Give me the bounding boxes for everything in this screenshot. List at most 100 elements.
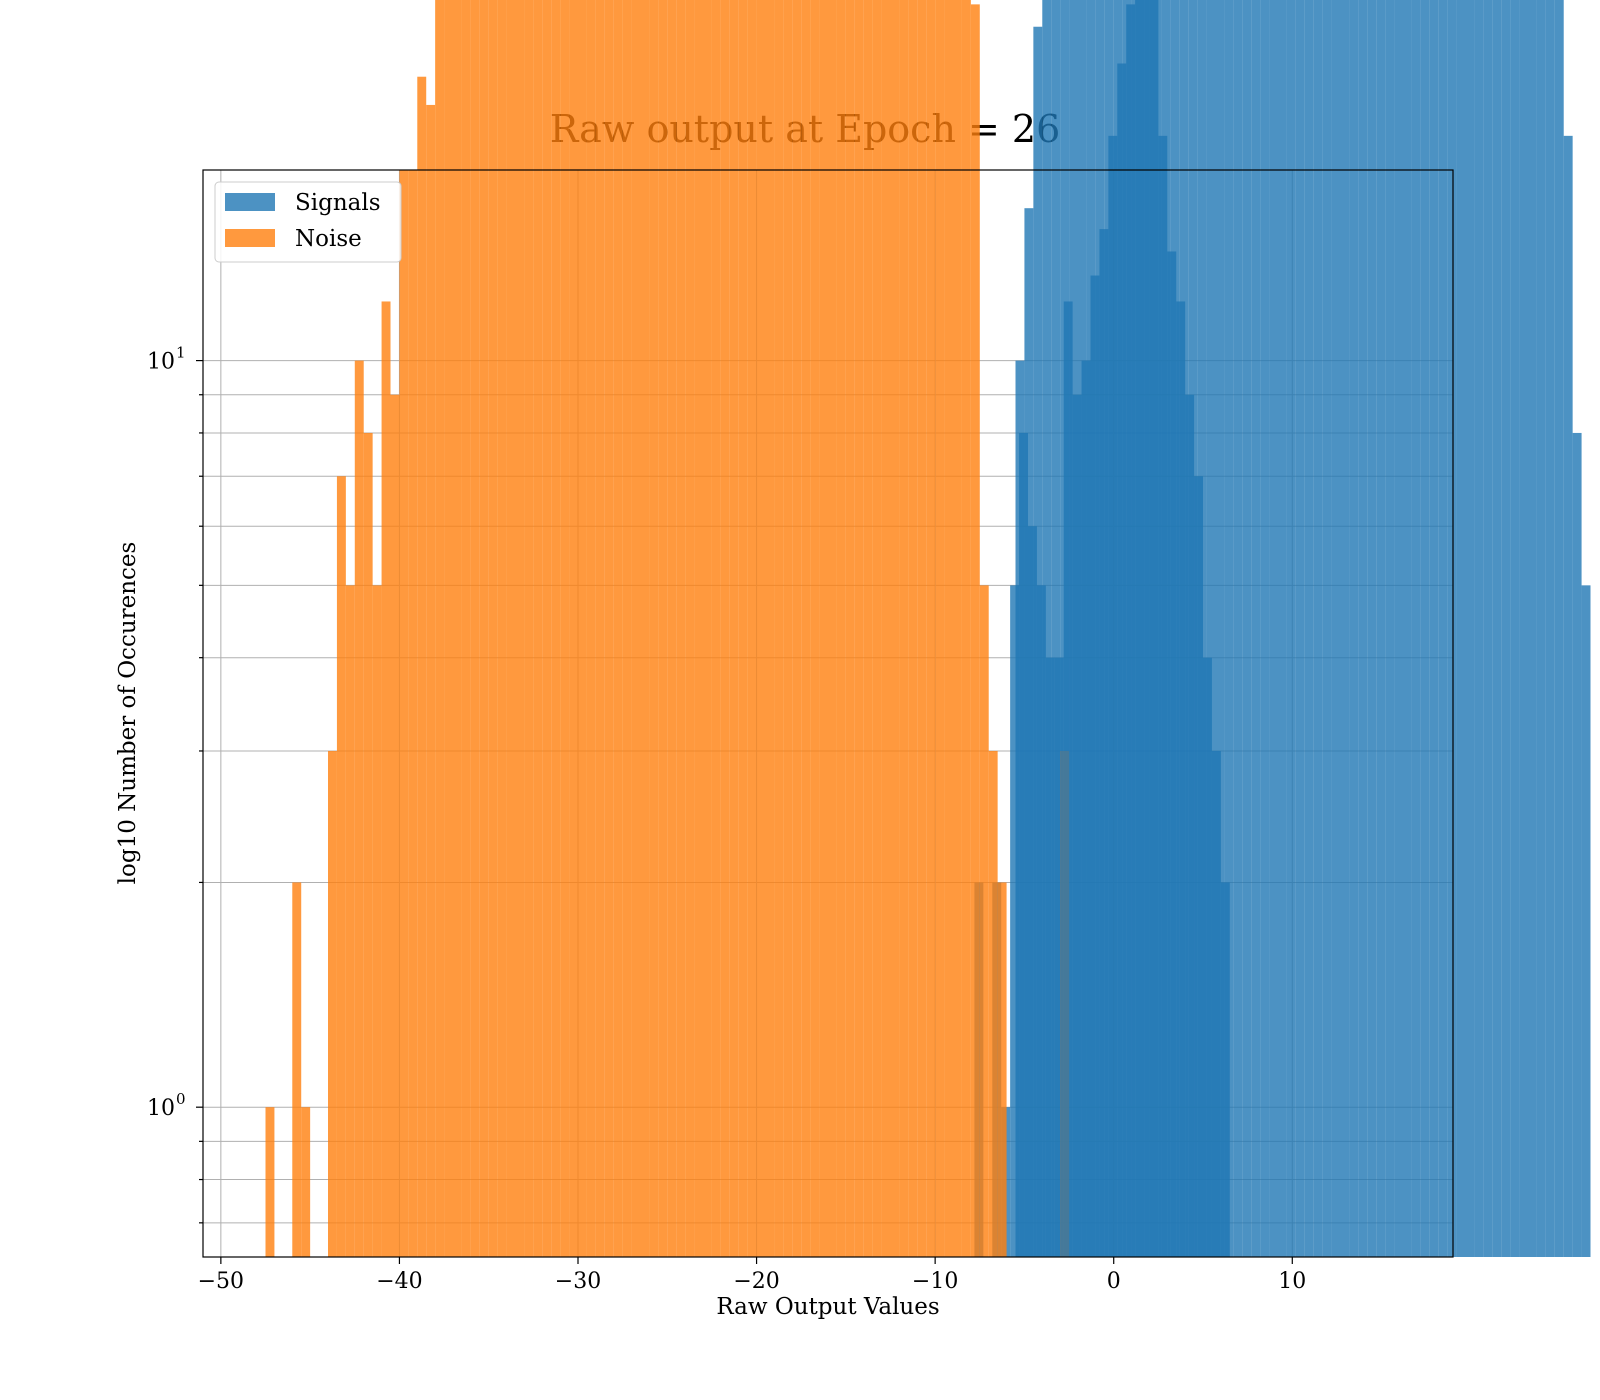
histogram-bar-noise — [560, 0, 570, 1257]
histogram-bar-signals-tail — [1211, 750, 1221, 1257]
histogram-bar-signals — [1519, 0, 1528, 1257]
histogram-bar-signals-tail — [1060, 0, 1070, 1257]
histogram-bar-signals — [1251, 0, 1261, 1257]
histogram-bar-signals-tail — [1086, 0, 1096, 1257]
histogram-bar-noise — [765, 0, 775, 1257]
histogram-bar-signals — [1528, 0, 1537, 1257]
histogram-bar-noise — [997, 882, 1007, 1257]
y-tick-label: 10 — [147, 1096, 175, 1121]
histogram-bar-noise — [801, 0, 811, 1257]
histogram-bar-noise — [836, 0, 846, 1257]
histogram-bar-signals — [1385, 0, 1395, 1257]
histogram-bar-noise — [470, 0, 480, 1257]
histogram-bar-signals-tail — [1140, 0, 1150, 1257]
histogram-bar-noise — [979, 585, 989, 1257]
histogram-bar-signals-tail — [1113, 0, 1123, 1258]
histogram-bar-noise — [881, 0, 891, 1258]
histogram-bar-noise — [426, 104, 436, 1258]
histogram-bar-noise — [783, 0, 793, 1258]
histogram-bar-signals — [1233, 0, 1243, 1258]
histogram-bar-noise — [944, 0, 953, 1257]
histogram-bar-noise — [533, 0, 543, 1258]
histogram-bar-signals — [1269, 0, 1278, 1257]
histogram-bar-noise — [506, 0, 516, 1257]
histogram-bar-noise — [685, 0, 695, 1258]
histogram-bar-signals-tail — [1033, 26, 1043, 1257]
histogram-bar-noise — [631, 0, 641, 1257]
histogram-bar-noise — [953, 0, 962, 1257]
histogram-bar-noise — [872, 0, 882, 1258]
histogram-bar-signals-tail — [1069, 0, 1078, 1257]
histogram-bar-noise — [595, 0, 605, 1257]
histogram-bar-signals — [1349, 0, 1359, 1257]
histogram-bar-signals — [1492, 0, 1502, 1257]
legend-swatch-noise — [225, 229, 275, 247]
histogram-bar-signals — [1438, 0, 1448, 1258]
histogram-bar-noise — [845, 0, 855, 1258]
histogram-bar-signals-tail — [1042, 0, 1052, 1257]
legend: Signals Noise — [214, 181, 402, 263]
histogram-bar-noise — [961, 0, 971, 1257]
x-tick-label: −40 — [376, 1269, 422, 1294]
bars-layer — [265, 0, 1591, 1258]
histogram-bar-signals — [1394, 0, 1403, 1257]
y-tick-exponent: 1 — [176, 344, 186, 362]
histogram-bar-signals — [1536, 0, 1546, 1257]
histogram-bar-noise — [497, 0, 507, 1257]
histogram-bar-noise — [694, 0, 703, 1257]
x-tick-label: 10 — [1278, 1269, 1306, 1294]
histogram-bar-signals — [1429, 0, 1439, 1257]
histogram-bar-signals — [1322, 0, 1332, 1258]
histogram-bar-signals — [1572, 432, 1582, 1257]
histogram-bar-noise — [720, 0, 730, 1257]
histogram-bar-noise — [435, 0, 445, 1258]
histogram-bar-signals-tail — [1078, 0, 1087, 1258]
y-tick-label: 10 — [147, 350, 175, 375]
histogram-bar-signals — [1242, 0, 1252, 1257]
histogram-bar-noise — [488, 0, 498, 1258]
histogram-bar-signals — [1411, 0, 1421, 1258]
histogram-bar-signals — [1420, 0, 1430, 1258]
x-tick-label: −20 — [733, 1269, 779, 1294]
ticks-layer: −50−40−30−20−10010100101102103104 — [147, 344, 1306, 1294]
histogram-bar-signals — [1215, 0, 1225, 1258]
plot-frame — [202, 169, 1454, 1258]
histogram-bar-noise — [711, 0, 721, 1258]
histogram-bar-signals-tail — [1104, 0, 1114, 1257]
x-axis-label: Raw Output Values — [716, 1294, 939, 1320]
histogram-bar-noise — [854, 0, 864, 1257]
histogram-bar-signals-tail — [1203, 657, 1212, 1257]
histogram-bar-signals — [1563, 135, 1573, 1258]
histogram-bar-noise — [890, 0, 900, 1258]
histogram-bar-noise — [729, 0, 739, 1257]
histogram-bar-signals — [1483, 0, 1493, 1258]
histogram-bar-noise — [604, 0, 614, 1257]
histogram-bar-noise — [926, 0, 936, 1257]
histogram-bar-noise — [336, 476, 346, 1258]
histogram-bar-signals — [1510, 0, 1520, 1257]
legend-label-signals: Signals — [295, 190, 381, 216]
x-tick-label: −30 — [555, 1269, 601, 1294]
histogram-bar-noise — [828, 0, 837, 1258]
histogram-bar-noise — [774, 0, 784, 1257]
histogram-bar-signals — [1447, 0, 1457, 1258]
histogram-bar-signals — [1304, 0, 1314, 1257]
histogram-bar-signals-tail — [1220, 882, 1230, 1257]
histogram-bar-noise — [810, 0, 820, 1258]
histogram-bar-noise — [372, 585, 382, 1257]
histogram-bar-noise — [301, 1107, 311, 1257]
histogram-bar-noise — [747, 0, 757, 1258]
histogram-bar-signals — [1545, 0, 1555, 1257]
histogram-bar-signals-tail — [1122, 0, 1132, 1257]
histogram-bar-noise — [292, 882, 302, 1257]
x-tick-label: −10 — [912, 1269, 958, 1294]
histogram-bar-signals-tail — [1185, 394, 1195, 1257]
histogram-bar-noise — [444, 0, 453, 1258]
histogram-bar-noise — [354, 360, 364, 1257]
x-tick-label: 0 — [1107, 1269, 1121, 1294]
histogram-bar-noise — [917, 0, 927, 1258]
y-axis-label: log10 Number of Occurences — [115, 542, 141, 885]
histogram-bar-noise — [515, 0, 525, 1257]
histogram-bar-noise — [792, 0, 802, 1258]
